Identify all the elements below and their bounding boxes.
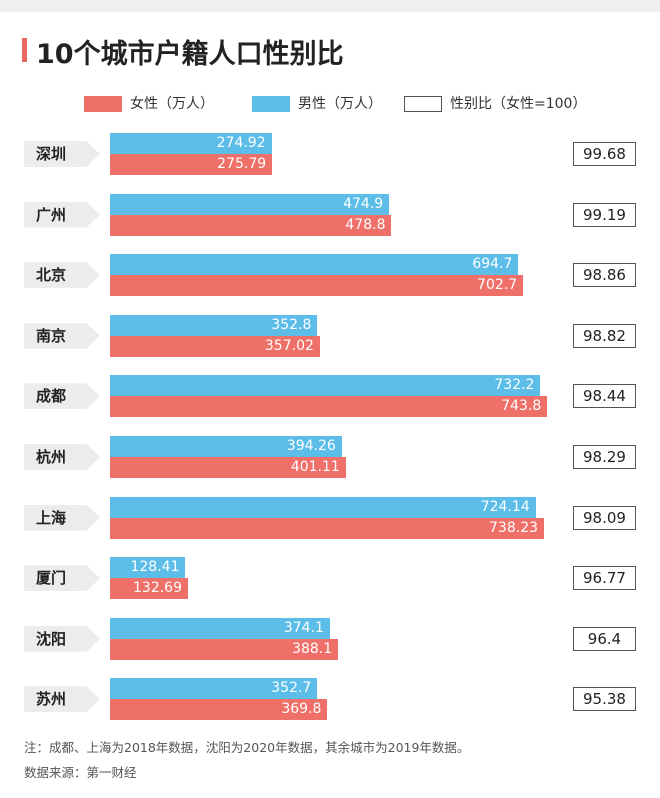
bar-female-value: 478.8 — [345, 216, 386, 233]
city-label: 北京 — [24, 262, 100, 289]
bar-female-value: 388.1 — [292, 640, 333, 657]
bar-female: 369.8 — [110, 699, 328, 721]
legend-ratio-swatch — [404, 96, 442, 112]
ratio-value: 96.77 — [573, 566, 636, 591]
city-label: 杭州 — [24, 444, 100, 470]
bar-female-value: 702.7 — [477, 277, 518, 294]
bar-female: 357.02 — [110, 335, 320, 357]
legend-ratio-label: 性别比（女性=100） — [450, 96, 587, 112]
bar-male: 394.26 — [110, 436, 342, 457]
footnote: 注：成都、上海为2018年数据，沈阳为2020年数据，其余城市为2019年数据。 — [24, 740, 470, 755]
bar-male: 694.7 — [110, 254, 519, 276]
city-label: 沈阳 — [24, 625, 100, 652]
bar-male-value: 352.7 — [271, 680, 312, 697]
bar-female: 738.23 — [110, 517, 545, 539]
legend-female-swatch — [84, 96, 122, 112]
ratio-value: 98.29 — [573, 445, 636, 469]
bar-female-value: 275.79 — [217, 156, 267, 172]
source-note: 数据来源：第一财经 — [24, 765, 137, 780]
bar-male-value: 394.26 — [286, 438, 336, 454]
bar-male-value: 474.9 — [343, 195, 384, 212]
ratio-value: 95.38 — [573, 687, 636, 712]
bar-male: 374.1 — [110, 617, 330, 639]
bar-female-value: 738.23 — [489, 519, 539, 536]
legend-female-label: 女性（万人） — [130, 96, 214, 112]
bar-male-value: 694.7 — [472, 256, 513, 273]
bar-male: 732.2 — [110, 375, 541, 397]
bar-male: 474.9 — [110, 193, 390, 215]
bar-male-value: 732.2 — [494, 377, 535, 394]
bar-male-value: 374.1 — [283, 619, 324, 636]
city-label: 成都 — [24, 383, 100, 410]
bar-female: 702.7 — [110, 275, 524, 297]
ratio-value: 96.4 — [573, 626, 636, 651]
bar-female-value: 369.8 — [281, 701, 322, 718]
legend-male-swatch — [252, 96, 290, 112]
chart-title: 10个城市户籍人口性别比 — [36, 39, 344, 70]
city-label: 苏州 — [24, 686, 100, 713]
ratio-value: 98.86 — [573, 263, 636, 288]
bar-male-value: 352.8 — [271, 316, 312, 333]
bar-male: 724.14 — [110, 496, 536, 518]
city-label: 广州 — [24, 201, 100, 228]
bar-female: 478.8 — [110, 214, 392, 236]
city-label: 南京 — [24, 322, 100, 349]
ratio-value: 98.82 — [573, 323, 636, 348]
city-label: 厦门 — [24, 565, 100, 592]
bar-male-value: 724.14 — [480, 498, 530, 515]
bar-male: 352.7 — [110, 678, 318, 700]
city-label: 上海 — [24, 504, 100, 531]
bar-female: 388.1 — [110, 638, 339, 660]
bar-female-value: 357.02 — [264, 337, 314, 354]
bar-male: 274.92 — [110, 133, 272, 154]
ratio-value: 98.09 — [573, 505, 636, 530]
bar-male-value: 128.41 — [130, 559, 180, 576]
bar-male: 128.41 — [110, 557, 186, 579]
title-accent-bar — [22, 38, 27, 62]
top-strip — [0, 0, 660, 12]
legend-male-label: 男性（万人） — [298, 96, 382, 112]
ratio-value: 98.44 — [573, 384, 636, 409]
bar-female: 401.11 — [110, 457, 346, 478]
bar-female: 275.79 — [110, 154, 273, 175]
ratio-value: 99.19 — [573, 202, 636, 227]
bar-female: 743.8 — [110, 396, 548, 418]
bar-female: 132.69 — [110, 578, 188, 600]
city-label: 深圳 — [24, 141, 100, 167]
bar-male: 352.8 — [110, 314, 318, 336]
bar-female-value: 401.11 — [290, 459, 340, 475]
bar-male-value: 274.92 — [216, 135, 266, 151]
ratio-value: 99.68 — [573, 142, 636, 166]
bar-female-value: 743.8 — [501, 398, 542, 415]
bar-female-value: 132.69 — [133, 580, 182, 597]
